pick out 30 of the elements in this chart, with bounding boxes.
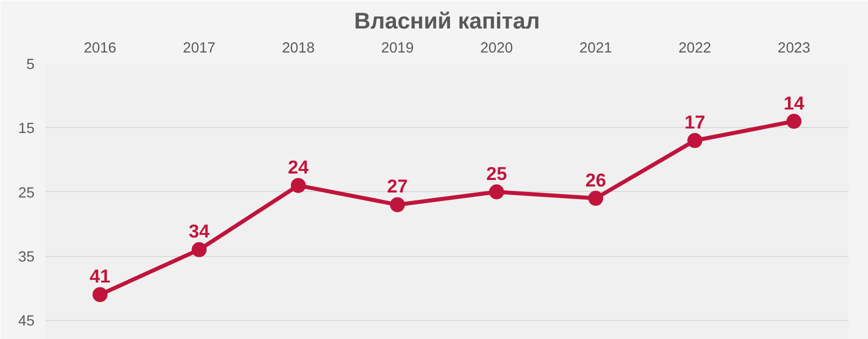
x-tick-label: 2017: [182, 40, 216, 56]
point: [192, 242, 207, 258]
data-label: 41: [90, 266, 110, 287]
point: [687, 133, 702, 148]
point: [588, 190, 604, 206]
x-tick-label: 2019: [381, 40, 414, 56]
x-tick-label: 2016: [84, 40, 116, 56]
x-tick-label: 2023: [778, 40, 810, 56]
chart-title: Власний капітал: [354, 8, 540, 34]
data-label: 17: [684, 112, 706, 133]
y-tick-label: 5: [26, 57, 35, 73]
y-tick-label: 35: [18, 250, 35, 266]
x-tick-label: 2020: [480, 40, 513, 56]
point: [786, 114, 802, 129]
x-tick-label: 2022: [678, 40, 712, 56]
point: [390, 197, 405, 212]
point: [489, 184, 504, 200]
point: [92, 287, 108, 302]
data-label: 34: [188, 220, 210, 242]
data-label: 25: [486, 162, 507, 184]
data-label: 26: [585, 169, 606, 190]
data-label: 14: [784, 92, 805, 114]
y-tick-label: 45: [18, 314, 35, 330]
y-tick-label: 15: [18, 121, 35, 138]
data-label: 27: [387, 176, 408, 197]
x-tick-label: 2021: [579, 40, 612, 56]
data-label: 24: [288, 156, 310, 178]
point: [290, 178, 306, 193]
y-tick-label: 25: [18, 185, 35, 202]
x-tick-label: 2018: [282, 40, 315, 56]
